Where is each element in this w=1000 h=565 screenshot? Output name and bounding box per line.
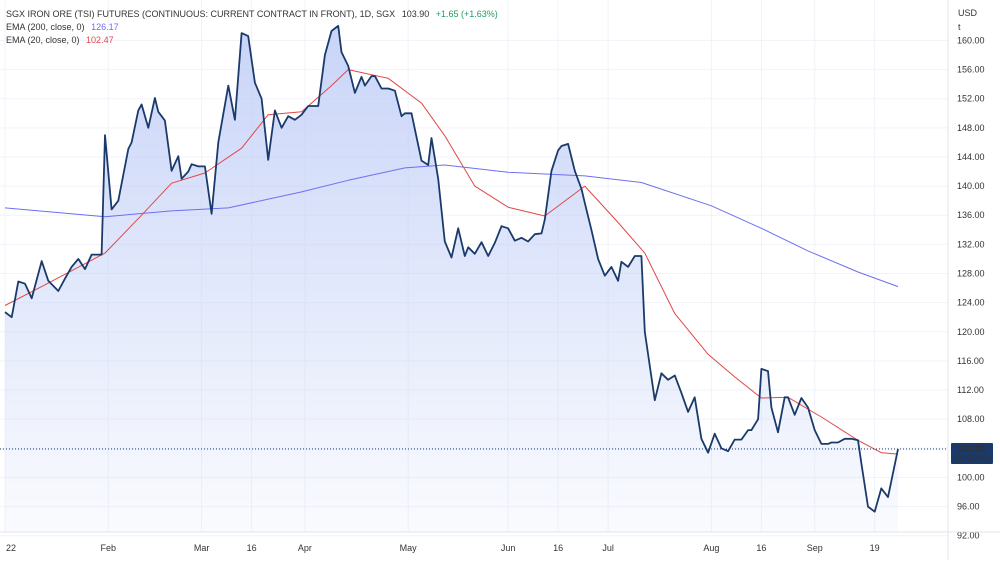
ema200-label: EMA (200, close, 0) (6, 22, 85, 32)
unit-label: t (958, 22, 961, 32)
x-tick-label: Sep (807, 543, 823, 553)
ema200-value: 126.17 (91, 22, 119, 32)
countdown-label: 09:35:55 (954, 453, 989, 463)
y-tick-label: 92.00 (957, 531, 980, 541)
y-tick-label: 100.00 (957, 472, 985, 482)
ema200-line (4, 164, 899, 288)
price-change: +1.65 (+1.63%) (435, 9, 498, 19)
y-tick-label: 156.00 (957, 65, 985, 75)
x-tick-label: Jul (602, 543, 614, 553)
price-area-fill (5, 25, 898, 533)
last-price: 103.90 (401, 9, 430, 19)
y-tick-label: 148.00 (957, 123, 985, 133)
y-axis[interactable]: 92.00 96.00 100.00 104.00 108.00 112.00 116.00… (947, 0, 985, 560)
chart-legend: SGX IRON ORE (TSI) FUTURES (CONTINUOUS: … (6, 8, 498, 47)
ema20-label: EMA (20, close, 0) (6, 35, 80, 45)
y-tick-label: 124.00 (957, 298, 985, 308)
x-axis[interactable]: 22 Feb Mar 16 Apr May Jun 16 Jul Aug 16 Sep 19 (0, 531, 1000, 553)
last-price-label: 103.90 (958, 444, 986, 454)
price-line (4, 25, 899, 513)
y-tick-label: 140.00 (957, 181, 985, 191)
y-tick-label: 136.00 (957, 210, 985, 220)
y-tick-label: 132.00 (957, 239, 985, 249)
last-price-box (951, 443, 993, 465)
y-tick-label: 144.00 (957, 152, 985, 162)
y-tick-label: 104.00 (957, 443, 985, 453)
x-tick-label: Mar (194, 543, 210, 553)
y-tick-label: 112.00 (957, 385, 984, 395)
legend-title-row: SGX IRON ORE (TSI) FUTURES (CONTINUOUS: … (6, 8, 498, 21)
x-tick-label: Aug (703, 543, 719, 553)
ema20-value: 102.47 (86, 35, 114, 45)
chart-title: SGX IRON ORE (TSI) FUTURES (CONTINUOUS: … (6, 9, 396, 19)
legend-ema20-row[interactable]: EMA (20, close, 0) 102.47 (6, 34, 498, 47)
x-tick-label: 16 (756, 543, 766, 553)
x-tick-label: Apr (298, 543, 312, 553)
x-tick-label: 19 (870, 543, 880, 553)
x-tick-label: 16 (247, 543, 257, 553)
y-tick-label: 96.00 (957, 502, 980, 512)
y-tick-label: 128.00 (957, 269, 985, 279)
price-area (5, 25, 898, 533)
y-tick-label: 152.00 (957, 94, 985, 104)
x-tick-label: 16 (553, 543, 563, 553)
y-tick-label: 116.00 (957, 356, 984, 366)
series-lines (4, 25, 899, 513)
currency-label: USD (958, 8, 978, 18)
y-tick-label: 160.00 (957, 35, 985, 45)
x-tick-label: Feb (101, 543, 117, 553)
legend-ema200-row[interactable]: EMA (200, close, 0) 126.17 (6, 21, 498, 34)
x-tick-label: 22 (6, 543, 16, 553)
x-tick-label: May (400, 543, 418, 553)
x-tick-label: Jun (501, 543, 516, 553)
y-tick-label: 120.00 (957, 327, 985, 337)
y-tick-label: 108.00 (957, 414, 985, 424)
